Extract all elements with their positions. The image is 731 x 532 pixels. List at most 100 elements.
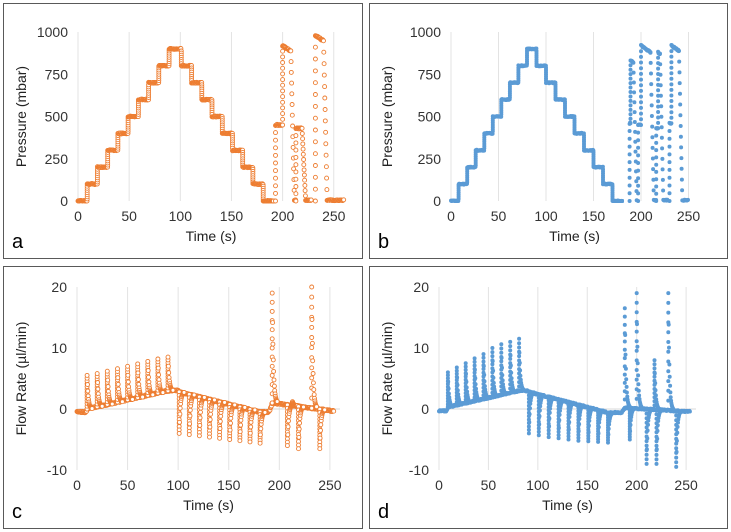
data-point bbox=[96, 381, 100, 385]
data-point bbox=[464, 380, 468, 384]
data-point bbox=[517, 341, 521, 345]
data-point bbox=[456, 383, 460, 387]
data-point bbox=[653, 362, 657, 366]
data-point bbox=[105, 369, 109, 373]
x-axis-title: Time (s) bbox=[183, 497, 234, 513]
data-point bbox=[482, 352, 486, 356]
data-point bbox=[669, 66, 673, 70]
data-point bbox=[597, 431, 601, 435]
data-point bbox=[624, 377, 628, 381]
data-point bbox=[669, 99, 673, 103]
data-point bbox=[601, 409, 605, 413]
data-point bbox=[611, 411, 615, 415]
data-point bbox=[635, 322, 639, 326]
data-point bbox=[455, 366, 459, 370]
data-point bbox=[628, 129, 632, 133]
data-point bbox=[313, 175, 317, 179]
data-point bbox=[567, 420, 571, 424]
data-point bbox=[658, 52, 662, 56]
data-point bbox=[300, 132, 304, 136]
data-point bbox=[141, 395, 145, 399]
data-point bbox=[636, 361, 640, 365]
data-point bbox=[669, 82, 673, 86]
data-point bbox=[649, 61, 653, 65]
data-point bbox=[527, 428, 531, 432]
data-point bbox=[646, 429, 650, 433]
x-tick-label: 200 bbox=[271, 208, 295, 224]
data-point bbox=[281, 66, 285, 70]
data-point bbox=[629, 117, 633, 121]
data-point bbox=[654, 134, 658, 138]
data-point bbox=[666, 350, 670, 354]
data-point bbox=[678, 70, 682, 74]
data-point bbox=[678, 103, 682, 107]
data-point bbox=[639, 106, 643, 110]
data-point bbox=[542, 393, 546, 397]
data-point bbox=[650, 125, 654, 129]
data-point bbox=[628, 176, 632, 180]
data-point bbox=[686, 198, 690, 202]
data-point bbox=[310, 305, 314, 309]
data-point bbox=[86, 389, 90, 393]
data-point bbox=[669, 395, 673, 399]
data-point bbox=[508, 348, 512, 352]
data-point bbox=[586, 439, 590, 443]
data-point bbox=[198, 423, 202, 427]
data-point bbox=[557, 426, 561, 430]
data-point bbox=[258, 433, 262, 437]
data-point bbox=[649, 82, 653, 86]
data-point bbox=[136, 371, 140, 375]
data-point bbox=[177, 431, 181, 435]
data-point bbox=[116, 376, 120, 380]
data-point bbox=[625, 385, 629, 389]
data-point bbox=[270, 401, 274, 405]
data-point bbox=[263, 410, 267, 414]
data-point bbox=[635, 291, 639, 295]
data-point bbox=[303, 183, 307, 187]
data-point bbox=[532, 390, 536, 394]
data-point bbox=[297, 447, 301, 451]
series-points bbox=[76, 34, 346, 203]
data-point bbox=[322, 39, 326, 43]
x-tick-label: 200 bbox=[268, 477, 292, 493]
data-point bbox=[623, 340, 627, 344]
data-point bbox=[500, 356, 504, 360]
data-point bbox=[446, 380, 450, 384]
data-point bbox=[597, 425, 601, 429]
data-point bbox=[668, 152, 672, 156]
data-point bbox=[587, 419, 591, 423]
data-point bbox=[639, 123, 643, 127]
flow-rate-chart-c: 0 50 100 150 200 250 -10 0 10 20 Time (s) Flow Rate… bbox=[3, 266, 363, 529]
data-point bbox=[624, 353, 628, 357]
data-point bbox=[567, 428, 571, 432]
data-point bbox=[636, 199, 640, 203]
data-point bbox=[508, 357, 512, 361]
data-point bbox=[636, 382, 640, 386]
data-point bbox=[483, 379, 487, 383]
data-point bbox=[654, 155, 658, 159]
data-point bbox=[645, 453, 649, 457]
data-point bbox=[499, 351, 503, 355]
data-point bbox=[654, 170, 658, 174]
data-point bbox=[629, 81, 633, 85]
data-point bbox=[639, 78, 643, 82]
data-point bbox=[649, 50, 653, 54]
data-point bbox=[679, 410, 683, 414]
x-tick-label: 100 bbox=[166, 477, 190, 493]
data-point bbox=[623, 348, 627, 352]
data-point bbox=[289, 70, 293, 74]
data-point bbox=[656, 88, 660, 92]
data-point bbox=[632, 100, 636, 104]
data-point bbox=[661, 178, 665, 182]
data-point bbox=[303, 194, 307, 198]
data-point bbox=[490, 346, 494, 350]
data-point bbox=[473, 364, 477, 368]
data-point bbox=[547, 424, 551, 428]
data-point bbox=[639, 89, 643, 93]
data-point bbox=[313, 57, 317, 61]
pressure-chart-a: 0 50 100 150 200 250 0 250 500 750 1000 Time (s) Pre… bbox=[3, 3, 363, 259]
data-point bbox=[637, 389, 641, 393]
x-tick-label: 50 bbox=[121, 208, 137, 224]
data-point bbox=[323, 108, 327, 112]
data-point bbox=[650, 114, 654, 118]
